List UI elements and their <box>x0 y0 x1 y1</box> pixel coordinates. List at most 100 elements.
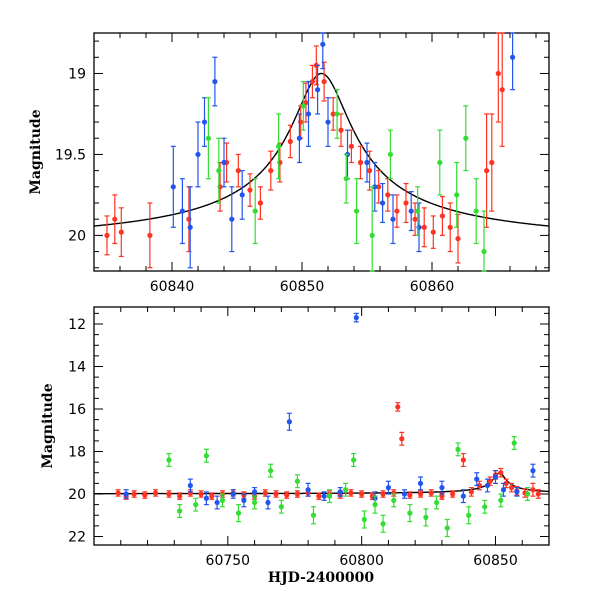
top-model-curve <box>93 72 550 227</box>
bottom-data-point <box>262 490 268 496</box>
bottom-y-tick-label: 14 <box>68 360 86 376</box>
bottom-tick-labels: 60750 60800 60850 12 14 16 18 20 22 <box>68 317 518 569</box>
bottom-data-point <box>399 436 405 442</box>
top-data-point <box>221 159 227 166</box>
top-data-point <box>463 135 469 141</box>
top-y-tick-label: 19.5 <box>55 147 86 163</box>
top-data-point <box>305 111 312 117</box>
top-y-tick-label: 19 <box>68 66 86 82</box>
bottom-data-point <box>492 474 499 480</box>
bottom-data-point <box>177 508 183 514</box>
bottom-data-point <box>166 491 172 497</box>
bottom-data-point <box>152 490 159 496</box>
bottom-data-point <box>284 492 290 498</box>
bottom-data-point <box>209 493 215 499</box>
top-data-point <box>415 208 421 214</box>
bottom-y-axis-label: Magnitude <box>40 383 56 468</box>
top-data-point <box>104 232 110 238</box>
bottom-panel: 60750 60800 60850 12 14 16 18 20 22 Magnitude HJ… <box>40 306 550 586</box>
top-data-point <box>212 78 218 85</box>
top-data-point <box>343 176 349 182</box>
bottom-data-point <box>439 485 445 491</box>
top-data-point <box>147 232 153 238</box>
bottom-data-point <box>268 468 274 474</box>
bottom-data-point <box>142 492 148 498</box>
bottom-data-point <box>514 489 520 495</box>
bottom-y-tick-label: 18 <box>68 445 86 461</box>
bottom-data-point <box>310 512 317 518</box>
bottom-data-point <box>498 497 504 503</box>
top-x-tick-label: 60850 <box>280 279 325 295</box>
top-data-point <box>484 168 490 174</box>
bottom-data-point <box>455 446 461 452</box>
bottom-data-point <box>391 497 397 503</box>
bottom-y-tick-label: 16 <box>68 402 86 418</box>
top-data-point <box>296 135 302 141</box>
bottom-data-point <box>433 499 440 506</box>
bottom-data-point <box>273 491 279 497</box>
top-data-point <box>216 168 222 174</box>
bottom-data-point <box>417 480 424 486</box>
bottom-data-point <box>305 487 311 493</box>
top-axis-ticks <box>93 33 549 271</box>
bottom-data-point <box>177 493 183 499</box>
top-data-point <box>235 168 241 174</box>
bottom-data-point <box>407 510 413 516</box>
top-data-point <box>421 224 427 230</box>
bottom-data-point <box>503 480 509 486</box>
bottom-data-point <box>530 468 536 474</box>
bottom-data-points <box>115 312 541 538</box>
top-data-point <box>367 168 373 174</box>
top-panel: 60840 60850 60860 19 19.5 20 Magnitude <box>28 32 550 295</box>
bottom-data-point <box>230 491 236 497</box>
bottom-data-point <box>326 493 333 499</box>
bottom-y-tick-label: 22 <box>68 530 86 546</box>
bottom-data-point <box>500 487 507 493</box>
top-data-point <box>112 216 118 222</box>
top-data-point <box>348 143 354 149</box>
top-data-point <box>430 229 436 235</box>
bottom-data-point <box>476 482 483 489</box>
top-data-point <box>454 192 460 198</box>
top-data-point <box>300 103 306 109</box>
bottom-data-point <box>361 516 367 523</box>
top-data-point <box>330 111 336 117</box>
top-x-tick-label: 60860 <box>410 279 455 295</box>
top-data-point <box>334 111 340 117</box>
bottom-data-point <box>484 482 491 489</box>
top-data-point <box>390 216 396 222</box>
top-data-point <box>380 200 386 206</box>
top-data-point <box>357 159 364 166</box>
top-data-point <box>369 232 375 238</box>
bottom-data-point <box>251 499 258 506</box>
top-data-point <box>408 208 414 214</box>
top-x-tick-label: 60840 <box>150 279 195 295</box>
top-y-axis-label: Magnitude <box>28 109 44 194</box>
bottom-data-point <box>131 491 137 497</box>
bottom-data-point <box>380 521 386 527</box>
bottom-data-point <box>278 504 284 510</box>
bottom-data-point <box>337 489 343 495</box>
top-data-point <box>338 127 344 133</box>
top-data-point <box>195 151 201 158</box>
bottom-data-point <box>351 457 357 463</box>
bottom-data-point <box>482 504 488 510</box>
bottom-data-point <box>316 493 322 499</box>
bottom-x-axis-label: HJD-2400000 <box>268 570 375 586</box>
bottom-data-point <box>286 419 292 425</box>
top-data-point <box>394 208 400 214</box>
top-data-point <box>239 192 245 198</box>
top-data-point <box>385 192 391 198</box>
top-data-point <box>325 119 331 125</box>
top-data-point <box>276 143 282 149</box>
top-data-point <box>315 87 321 93</box>
bottom-model-curve <box>94 472 549 495</box>
bottom-data-point <box>450 491 456 497</box>
bottom-data-point <box>466 512 472 518</box>
bottom-data-point <box>203 453 210 459</box>
top-data-point <box>229 216 235 222</box>
bottom-data-point <box>460 457 466 463</box>
top-data-point <box>447 224 453 230</box>
bottom-data-point <box>294 491 301 497</box>
top-data-point <box>412 216 418 222</box>
